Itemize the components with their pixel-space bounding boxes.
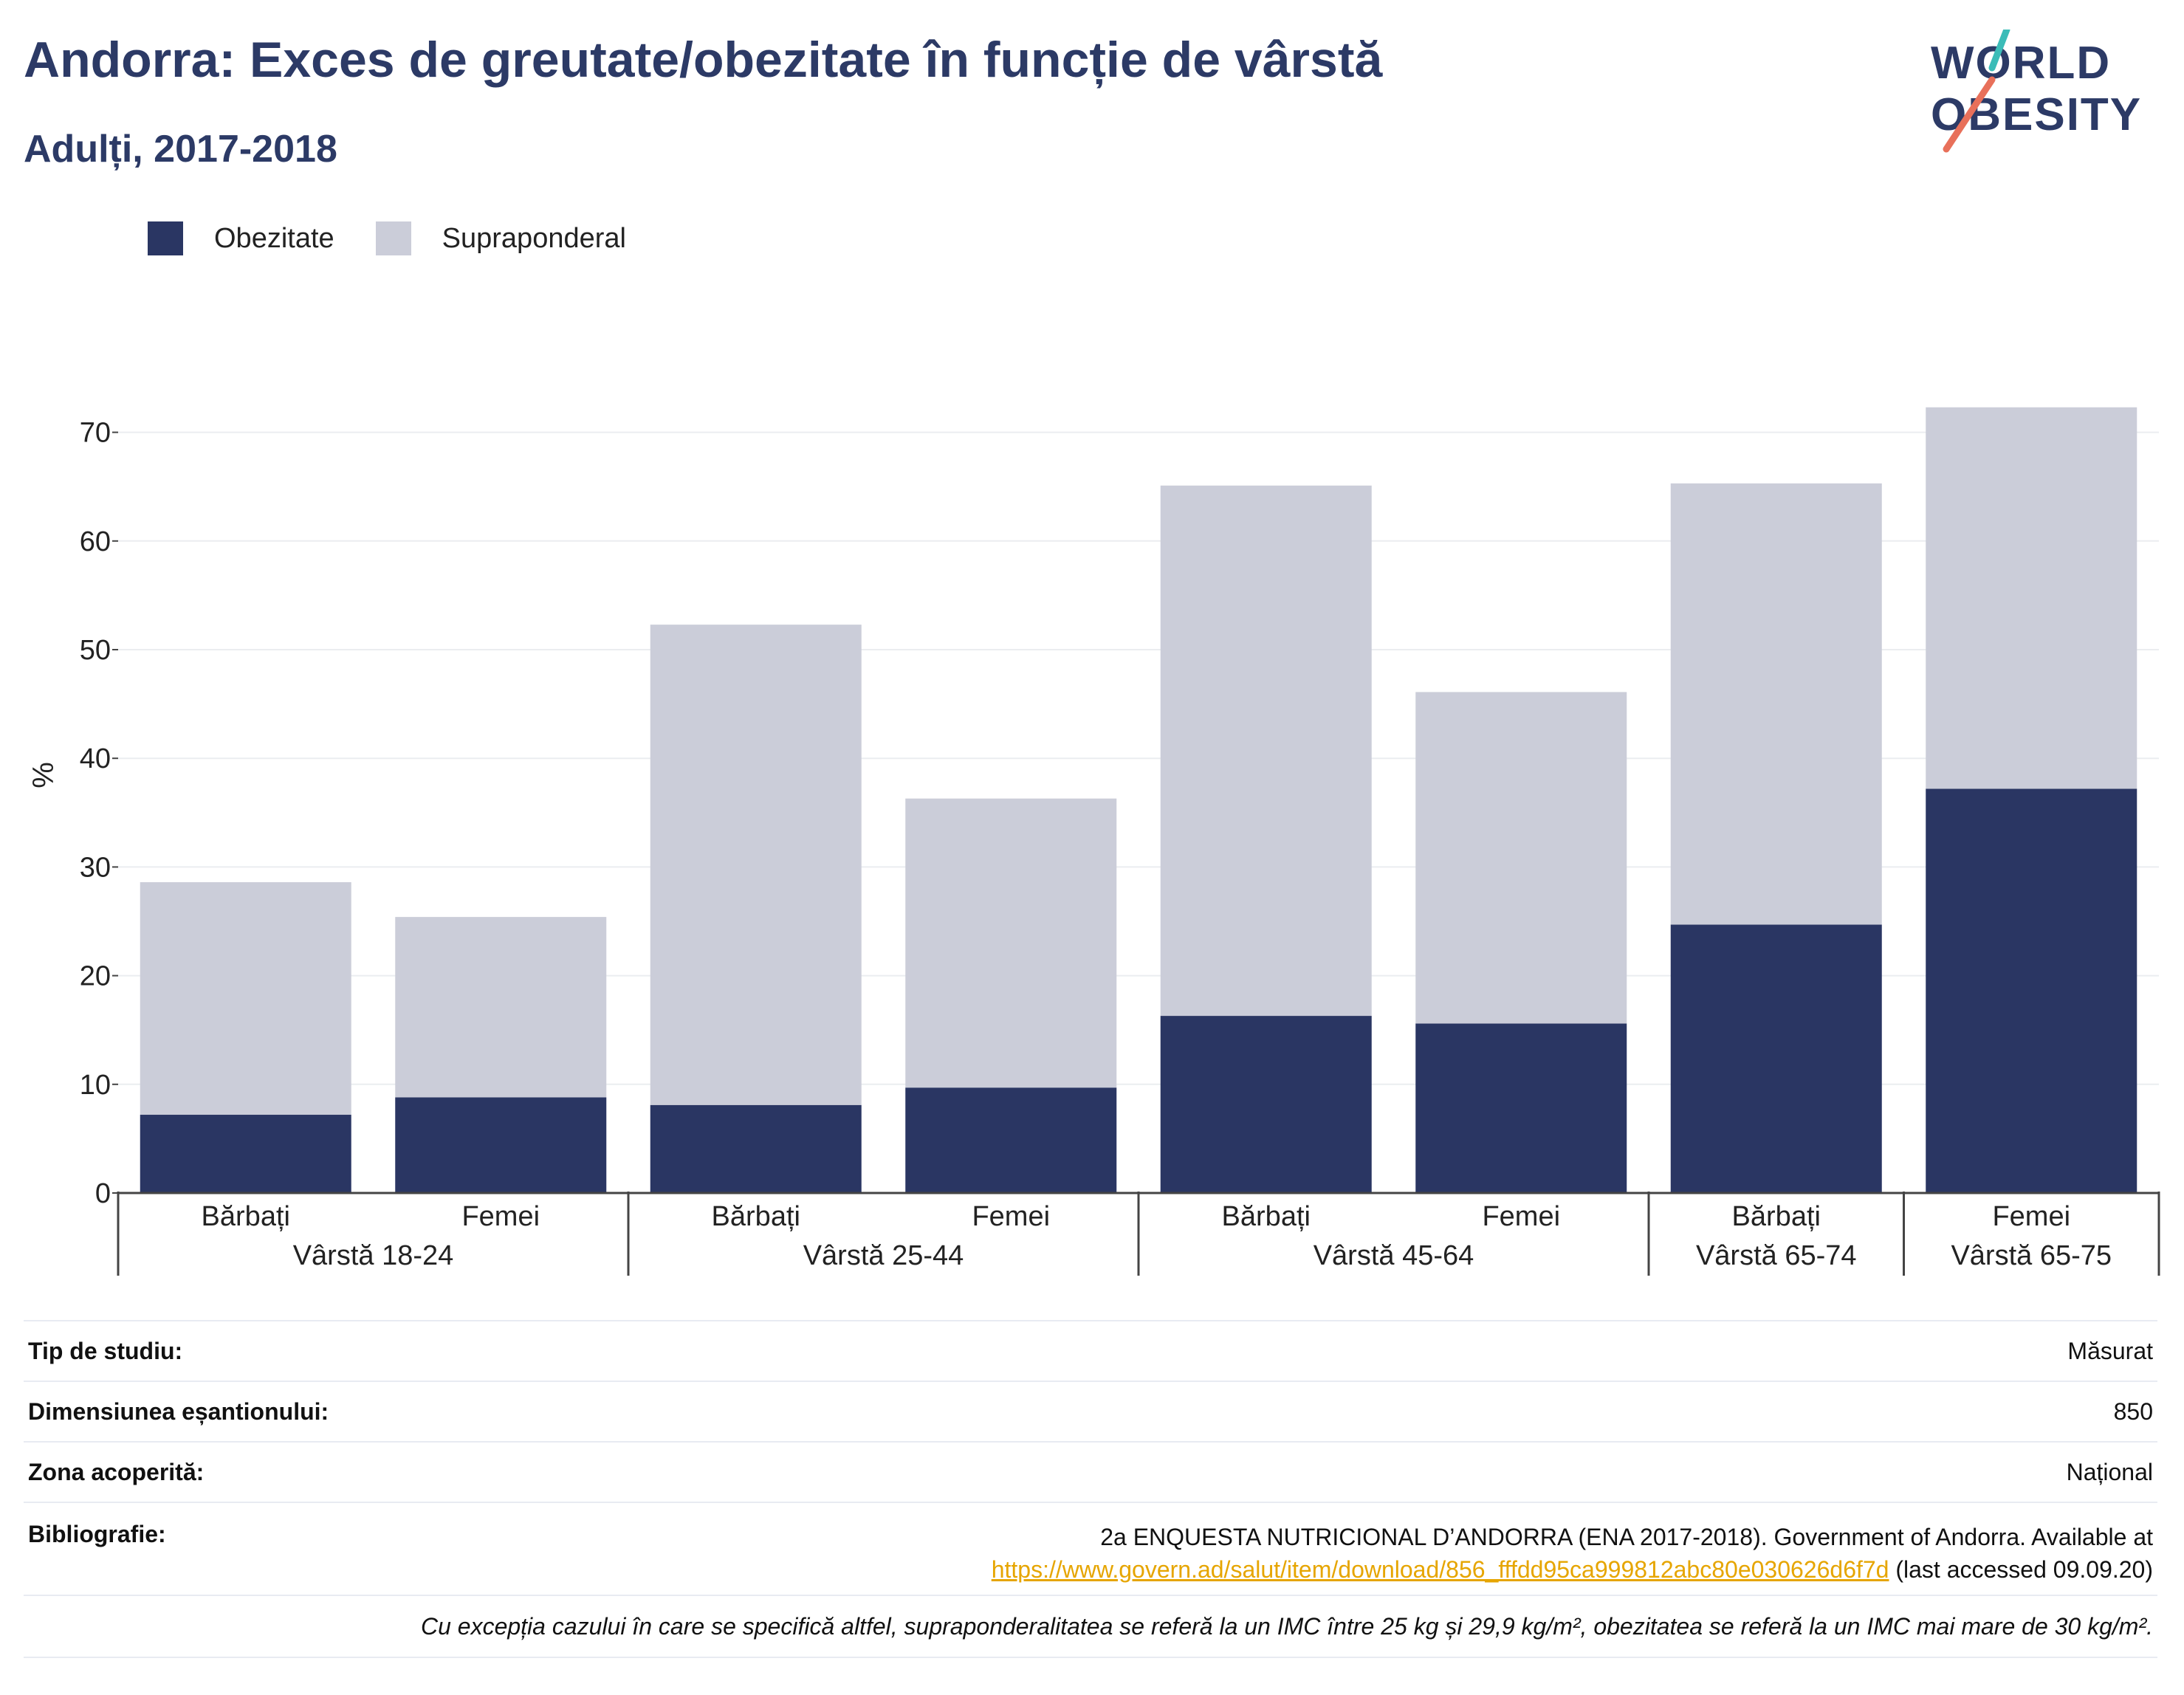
x-tick-label: Femei bbox=[461, 1201, 540, 1232]
study-type-value: Măsurat bbox=[2067, 1337, 2153, 1364]
sample-size-label: Dimensiunea eșantionului: bbox=[28, 1397, 329, 1425]
bar-overweight bbox=[1160, 485, 1372, 1017]
chart-title: Andorra: Exces de greutate/obezitate în … bbox=[24, 32, 1383, 88]
y-tick-label: 70 bbox=[80, 418, 111, 449]
info-row-coverage: Zona acoperită: Național bbox=[24, 1441, 2157, 1502]
bibliography-link[interactable]: https://www.govern.ad/salut/item/downloa… bbox=[991, 1556, 1889, 1583]
legend-swatch-obesity bbox=[148, 221, 183, 255]
bar-chart: 0 10 20 30 40 50 60 70% Bărbați Femei Bărbați Femei… bbox=[27, 407, 2160, 1276]
logo-line1: WORLD bbox=[1931, 38, 2112, 89]
legend: Obezitate Supraponderal bbox=[148, 220, 667, 257]
bar-overweight bbox=[1670, 483, 1882, 925]
x-group-label: Vârstă 65-75 bbox=[1951, 1240, 2112, 1271]
bar-overweight bbox=[650, 625, 862, 1105]
x-tick-label: Femei bbox=[972, 1201, 1050, 1232]
info-table: Tip de studiu: Măsurat Dimensiunea eșant… bbox=[24, 1320, 2157, 1658]
bibliography-label: Bibliografie: bbox=[28, 1521, 166, 1547]
y-tick-label: 0 bbox=[95, 1178, 111, 1209]
study-type-label: Tip de studiu: bbox=[28, 1337, 183, 1364]
x-group-label: Vârstă 65-74 bbox=[1696, 1240, 1857, 1271]
y-tick-label: 30 bbox=[80, 852, 111, 883]
bar-obesity bbox=[1670, 924, 1882, 1193]
definition-note: Cu excepția cazului în care se specifică… bbox=[24, 1595, 2157, 1658]
x-tick-label: Bărbați bbox=[1732, 1201, 1821, 1232]
x-tick-label: Femei bbox=[1482, 1201, 1560, 1232]
info-row-bibliography: Bibliografie: 2a ENQUESTA NUTRICIONAL D’… bbox=[24, 1502, 2157, 1595]
bar-obesity bbox=[395, 1097, 607, 1193]
x-tick-label: Bărbați bbox=[202, 1201, 290, 1232]
x-tick-label: Bărbați bbox=[712, 1201, 800, 1232]
y-tick-label: 40 bbox=[80, 743, 111, 774]
info-row-study-type: Tip de studiu: Măsurat bbox=[24, 1320, 2157, 1381]
y-tick-label: 50 bbox=[80, 635, 111, 666]
bar-overweight bbox=[140, 882, 351, 1115]
x-tick-label: Bărbați bbox=[1222, 1201, 1311, 1232]
y-tick-label: 60 bbox=[80, 526, 111, 557]
bibliography-text: 2a ENQUESTA NUTRICIONAL D’ANDORRA (ENA 2… bbox=[1100, 1524, 2153, 1550]
bar-overweight bbox=[905, 798, 1117, 1088]
bar-obesity bbox=[1160, 1016, 1372, 1193]
y-tick-label: 10 bbox=[80, 1070, 111, 1101]
x-group-label: Vârstă 45-64 bbox=[1314, 1240, 1474, 1271]
world-obesity-logo: WORLD OBESITY bbox=[1920, 30, 2171, 162]
info-row-sample-size: Dimensiunea eșantionului: 850 bbox=[24, 1381, 2157, 1441]
x-group-label: Vârstă 25-44 bbox=[803, 1240, 964, 1271]
y-tick-label: 20 bbox=[80, 961, 111, 992]
coverage-label: Zona acoperită: bbox=[28, 1458, 205, 1485]
y-axis-label: % bbox=[27, 762, 60, 788]
bibliography-value: 2a ENQUESTA NUTRICIONAL D’ANDORRA (ENA 2… bbox=[992, 1521, 2153, 1586]
bar-obesity bbox=[1926, 788, 2137, 1193]
bar-obesity bbox=[650, 1104, 862, 1193]
bibliography-access-note: (last accessed 09.09.20) bbox=[1889, 1556, 2153, 1583]
legend-label-overweight: Supraponderal bbox=[442, 222, 626, 254]
chart-subtitle: Adulți, 2017-2018 bbox=[24, 128, 337, 171]
bar-overweight bbox=[1926, 407, 2137, 789]
sample-size-value: 850 bbox=[2113, 1397, 2153, 1425]
legend-label-obesity: Obezitate bbox=[214, 222, 334, 254]
bar-overweight bbox=[1415, 692, 1627, 1024]
logo-slash-icon bbox=[1943, 30, 2010, 153]
bar-obesity bbox=[1415, 1023, 1627, 1193]
legend-item-overweight: Supraponderal bbox=[375, 221, 626, 255]
x-tick-label: Femei bbox=[1992, 1201, 2070, 1232]
legend-item-obesity: Obezitate bbox=[148, 221, 334, 255]
bar-obesity bbox=[905, 1087, 1117, 1193]
x-group-label: Vârstă 18-24 bbox=[293, 1240, 454, 1271]
legend-swatch-overweight bbox=[375, 221, 411, 255]
coverage-value: Național bbox=[2066, 1458, 2153, 1485]
bar-overweight bbox=[395, 917, 607, 1098]
bar-obesity bbox=[140, 1115, 351, 1193]
